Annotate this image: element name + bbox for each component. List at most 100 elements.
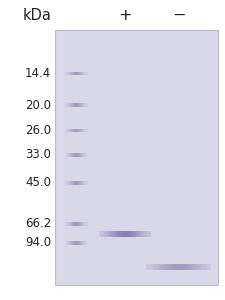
Bar (143, 231, 144, 237)
Bar (68, 103, 69, 107)
Bar (81, 153, 82, 157)
Bar (84, 181, 85, 185)
Bar (77, 72, 78, 75)
Bar (77, 103, 78, 107)
Bar (102, 231, 103, 237)
Bar (195, 264, 196, 270)
Bar (81, 241, 82, 245)
Bar (109, 231, 110, 237)
Bar (73, 222, 74, 226)
Bar (78, 181, 79, 185)
Bar (147, 231, 148, 237)
Bar (81, 129, 82, 133)
Bar (172, 264, 173, 270)
Bar (85, 103, 86, 107)
Bar (83, 241, 84, 245)
Bar (81, 181, 82, 185)
Bar (180, 264, 181, 270)
Bar (73, 181, 74, 185)
Bar (119, 231, 120, 237)
Bar (75, 103, 76, 107)
Bar (103, 231, 104, 237)
Bar (72, 129, 73, 133)
Bar (111, 231, 112, 237)
Bar (71, 103, 72, 107)
Bar (75, 241, 76, 245)
Bar (72, 241, 73, 245)
Bar (66, 222, 67, 226)
Bar (82, 181, 83, 185)
Bar (202, 264, 203, 270)
Bar (86, 241, 87, 245)
Bar (99, 231, 100, 237)
Bar (100, 231, 101, 237)
Bar (106, 231, 107, 237)
Bar (150, 264, 151, 270)
Bar (164, 264, 165, 270)
Bar (85, 72, 86, 75)
Text: 94.0: 94.0 (25, 236, 51, 249)
Bar (83, 222, 84, 226)
Bar (76, 181, 77, 185)
Bar (136, 231, 137, 237)
Bar (68, 222, 69, 226)
Bar (152, 264, 153, 270)
Bar (71, 72, 72, 75)
Bar (192, 264, 193, 270)
Bar (86, 72, 87, 75)
Bar (85, 181, 86, 185)
Bar (73, 153, 74, 157)
Bar (113, 231, 114, 237)
Bar (149, 264, 150, 270)
Bar (133, 231, 134, 237)
Bar (210, 264, 211, 270)
Bar (135, 231, 136, 237)
Bar (177, 264, 178, 270)
Bar (207, 264, 208, 270)
Bar (83, 153, 84, 157)
Bar (66, 129, 67, 133)
Bar (65, 72, 66, 75)
Bar (82, 103, 83, 107)
Bar (73, 72, 74, 75)
Bar (78, 241, 79, 245)
Bar (76, 181, 77, 185)
Bar (79, 72, 80, 75)
Bar (86, 129, 87, 133)
Bar (179, 264, 180, 270)
Bar (75, 153, 76, 157)
Text: kDa: kDa (22, 8, 51, 22)
Bar (74, 72, 75, 75)
Bar (74, 129, 75, 133)
Bar (203, 264, 204, 270)
Bar (186, 264, 187, 270)
Text: 33.0: 33.0 (25, 148, 51, 161)
Text: +: + (118, 8, 131, 22)
Bar (101, 231, 102, 237)
Bar (69, 181, 70, 185)
Bar (65, 181, 66, 185)
Bar (68, 129, 69, 133)
Bar (82, 241, 83, 245)
Bar (71, 222, 72, 226)
Bar (156, 264, 157, 270)
Bar (199, 264, 200, 270)
Bar (80, 103, 81, 107)
Bar (128, 231, 129, 237)
Bar (149, 231, 150, 237)
Text: 66.2: 66.2 (25, 217, 51, 230)
Bar (108, 231, 109, 237)
Bar (85, 129, 86, 133)
Bar (66, 72, 67, 75)
Bar (70, 153, 71, 157)
Bar (197, 264, 198, 270)
Bar (76, 72, 77, 75)
Bar (77, 222, 78, 226)
Bar (68, 153, 69, 157)
Bar (178, 264, 179, 270)
Bar (201, 264, 202, 270)
Bar (69, 129, 70, 133)
Bar (159, 264, 160, 270)
Bar (82, 153, 83, 157)
Bar (146, 264, 147, 270)
